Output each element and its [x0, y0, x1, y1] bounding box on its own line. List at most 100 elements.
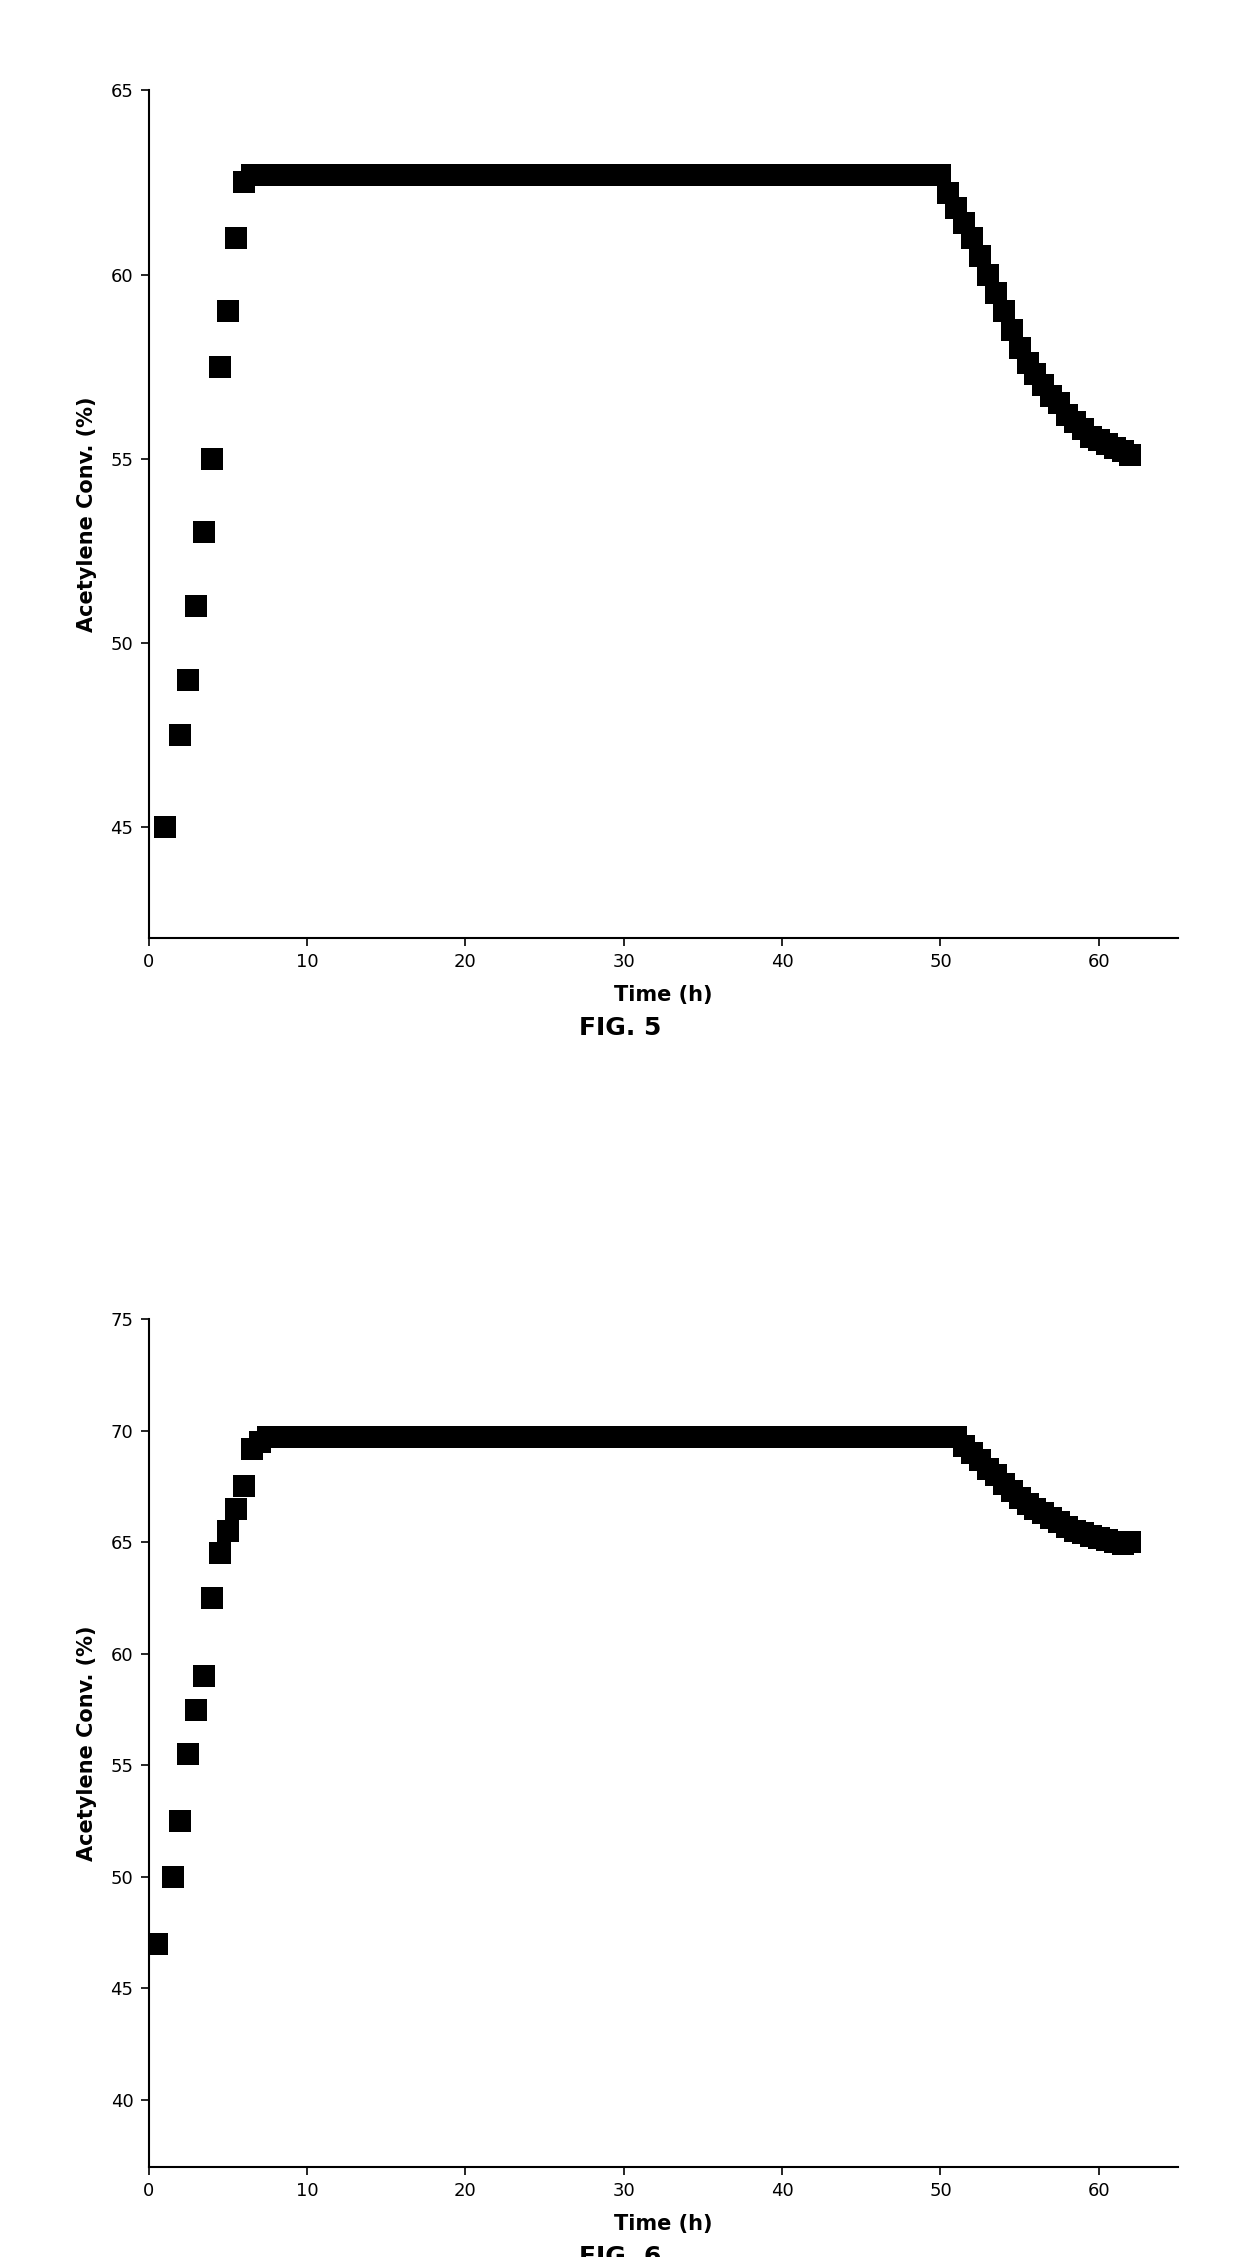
Point — [218, 293, 238, 330]
Point — [830, 158, 849, 194]
Point — [574, 1420, 594, 1456]
Point — [843, 1420, 863, 1456]
Point — [915, 158, 935, 194]
Point — [466, 158, 486, 194]
Point — [670, 1420, 689, 1456]
X-axis label: Time (h): Time (h) — [614, 2214, 713, 2234]
Point — [923, 158, 942, 194]
Point — [598, 158, 618, 194]
Point — [1033, 1494, 1053, 1530]
Point — [312, 1420, 332, 1456]
Point — [1042, 1499, 1061, 1535]
Point — [630, 1420, 650, 1456]
Point — [590, 1420, 610, 1456]
Point — [605, 158, 625, 194]
Point — [693, 1420, 713, 1456]
Point — [210, 348, 229, 384]
Point — [440, 1420, 460, 1456]
Point — [249, 158, 269, 194]
Text: FIG. 5: FIG. 5 — [579, 1016, 661, 1040]
Point — [676, 158, 696, 194]
Point — [311, 158, 331, 194]
Point — [459, 158, 479, 194]
Point — [740, 1420, 760, 1456]
Point — [471, 1420, 491, 1456]
Point — [432, 1420, 451, 1456]
Point — [722, 158, 742, 194]
Point — [497, 158, 517, 194]
Point — [930, 1420, 950, 1456]
Point — [780, 1420, 800, 1456]
Point — [289, 1420, 309, 1456]
Point — [970, 237, 990, 273]
Point — [714, 158, 734, 194]
Point — [939, 1420, 959, 1456]
Point — [558, 1420, 578, 1456]
Point — [234, 1469, 254, 1505]
Point — [202, 440, 222, 476]
Point — [799, 158, 818, 194]
Point — [1058, 397, 1078, 433]
Point — [621, 158, 641, 194]
Point — [162, 1860, 182, 1896]
Point — [368, 1420, 388, 1456]
Point — [186, 1690, 206, 1727]
Point — [435, 158, 455, 194]
Point — [574, 158, 594, 194]
Point — [195, 1659, 215, 1695]
Point — [337, 1420, 357, 1456]
Point — [820, 1420, 839, 1456]
Point — [1081, 418, 1101, 454]
Point — [836, 1420, 856, 1456]
Point — [691, 158, 711, 194]
Point — [822, 158, 842, 194]
Point — [892, 158, 911, 194]
Point — [915, 1420, 935, 1456]
Point — [397, 158, 417, 194]
Point — [899, 158, 919, 194]
Point — [1018, 1487, 1038, 1523]
Point — [869, 158, 889, 194]
Point — [420, 158, 440, 194]
Point — [281, 1420, 301, 1456]
Point — [667, 158, 687, 194]
Point — [487, 1420, 507, 1456]
Point — [867, 1420, 887, 1456]
Point — [543, 158, 563, 194]
Point — [994, 1467, 1014, 1503]
Point — [955, 1429, 975, 1465]
Point — [373, 158, 393, 194]
Point — [1081, 1517, 1101, 1553]
Point — [906, 1420, 926, 1456]
Point — [636, 158, 656, 194]
Point — [677, 1420, 697, 1456]
Point — [717, 1420, 737, 1456]
Point — [789, 1420, 808, 1456]
Point — [528, 158, 548, 194]
Point — [567, 1420, 587, 1456]
Point — [760, 158, 780, 194]
Point — [753, 158, 773, 194]
Point — [729, 158, 749, 194]
Point — [583, 158, 603, 194]
Point — [652, 158, 672, 194]
Point — [490, 158, 510, 194]
Point — [265, 1420, 285, 1456]
Point — [392, 1420, 412, 1456]
Point — [350, 158, 370, 194]
Point — [226, 1490, 246, 1526]
Point — [978, 1451, 998, 1487]
Y-axis label: Acetylene Conv. (%): Acetylene Conv. (%) — [77, 397, 97, 632]
Point — [329, 1420, 348, 1456]
Point — [1033, 368, 1053, 404]
Point — [352, 1420, 372, 1456]
Point — [1112, 1526, 1132, 1562]
Point — [683, 158, 703, 194]
Point — [621, 1420, 641, 1456]
Point — [784, 158, 804, 194]
Point — [737, 158, 756, 194]
Point — [764, 1420, 784, 1456]
Point — [812, 1420, 832, 1456]
Point — [455, 1420, 475, 1456]
Point — [861, 158, 880, 194]
